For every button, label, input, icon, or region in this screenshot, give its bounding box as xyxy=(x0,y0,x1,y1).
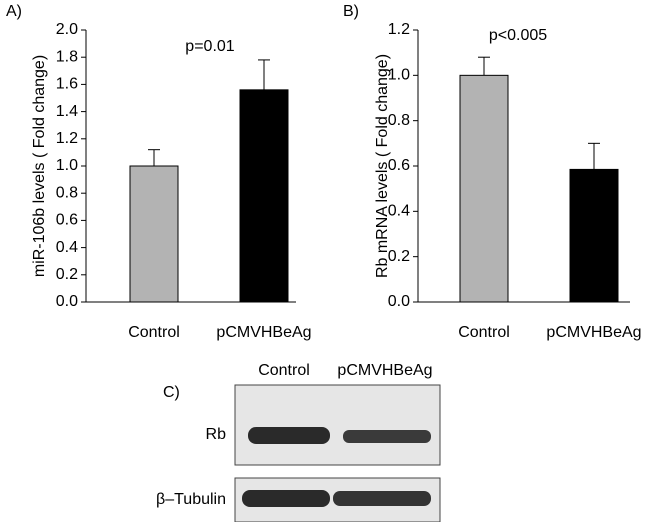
lane-label: pCMVHBeAg xyxy=(337,362,432,379)
bar xyxy=(129,165,179,303)
y-tick-label: 0.8 xyxy=(388,112,410,129)
y-tick-label: 0.2 xyxy=(56,266,78,283)
y-tick-label: 1.8 xyxy=(56,48,78,65)
band xyxy=(242,490,330,507)
y-tick-label: 2.0 xyxy=(56,21,78,38)
y-tick-label: 0.6 xyxy=(388,157,410,174)
annotation: p<0.005 xyxy=(489,27,547,44)
panel-label: A) xyxy=(6,3,22,20)
y-tick-label: 0.4 xyxy=(56,239,78,256)
y-tick-label: 1.2 xyxy=(388,21,410,38)
y-tick-label: 1.6 xyxy=(56,76,78,93)
y-tick-label: 1.0 xyxy=(388,67,410,84)
band xyxy=(248,427,330,444)
bar xyxy=(239,89,289,303)
y-tick-label: 0.0 xyxy=(56,293,78,310)
blot: C) Control pCMVHBeAg Rb β–Tubulin xyxy=(156,362,441,522)
y-tick-label: 0.4 xyxy=(388,203,410,220)
lane-label: Control xyxy=(258,362,310,379)
y-tick-label: 1.0 xyxy=(56,157,78,174)
band xyxy=(333,491,431,506)
y-tick-label: 1.2 xyxy=(56,130,78,147)
x-tick-label: pCMVHBeAg xyxy=(546,324,641,341)
row-label: β–Tubulin xyxy=(156,491,226,508)
y-tick-label: 0.0 xyxy=(388,293,410,310)
panel-label: C) xyxy=(163,384,180,401)
blot-panel xyxy=(234,384,441,466)
bar xyxy=(459,74,509,303)
y-tick-label: 1.4 xyxy=(56,103,78,120)
y-tick-label: 0.8 xyxy=(56,184,78,201)
annotation: p=0.01 xyxy=(185,38,234,55)
bar xyxy=(569,168,619,303)
x-tick-label: Control xyxy=(128,324,180,341)
x-tick-label: pCMVHBeAg xyxy=(216,324,311,341)
x-tick-label: Control xyxy=(458,324,510,341)
y-axis-label: Rb mRNA levels ( Fold change) xyxy=(374,54,391,278)
y-tick-label: 0.6 xyxy=(56,212,78,229)
panel-label: B) xyxy=(343,3,359,20)
row-label: Rb xyxy=(206,426,227,443)
y-tick-label: 0.2 xyxy=(388,248,410,265)
band xyxy=(343,430,431,443)
y-axis-label: miR-106b levels ( Fold change) xyxy=(31,55,48,277)
